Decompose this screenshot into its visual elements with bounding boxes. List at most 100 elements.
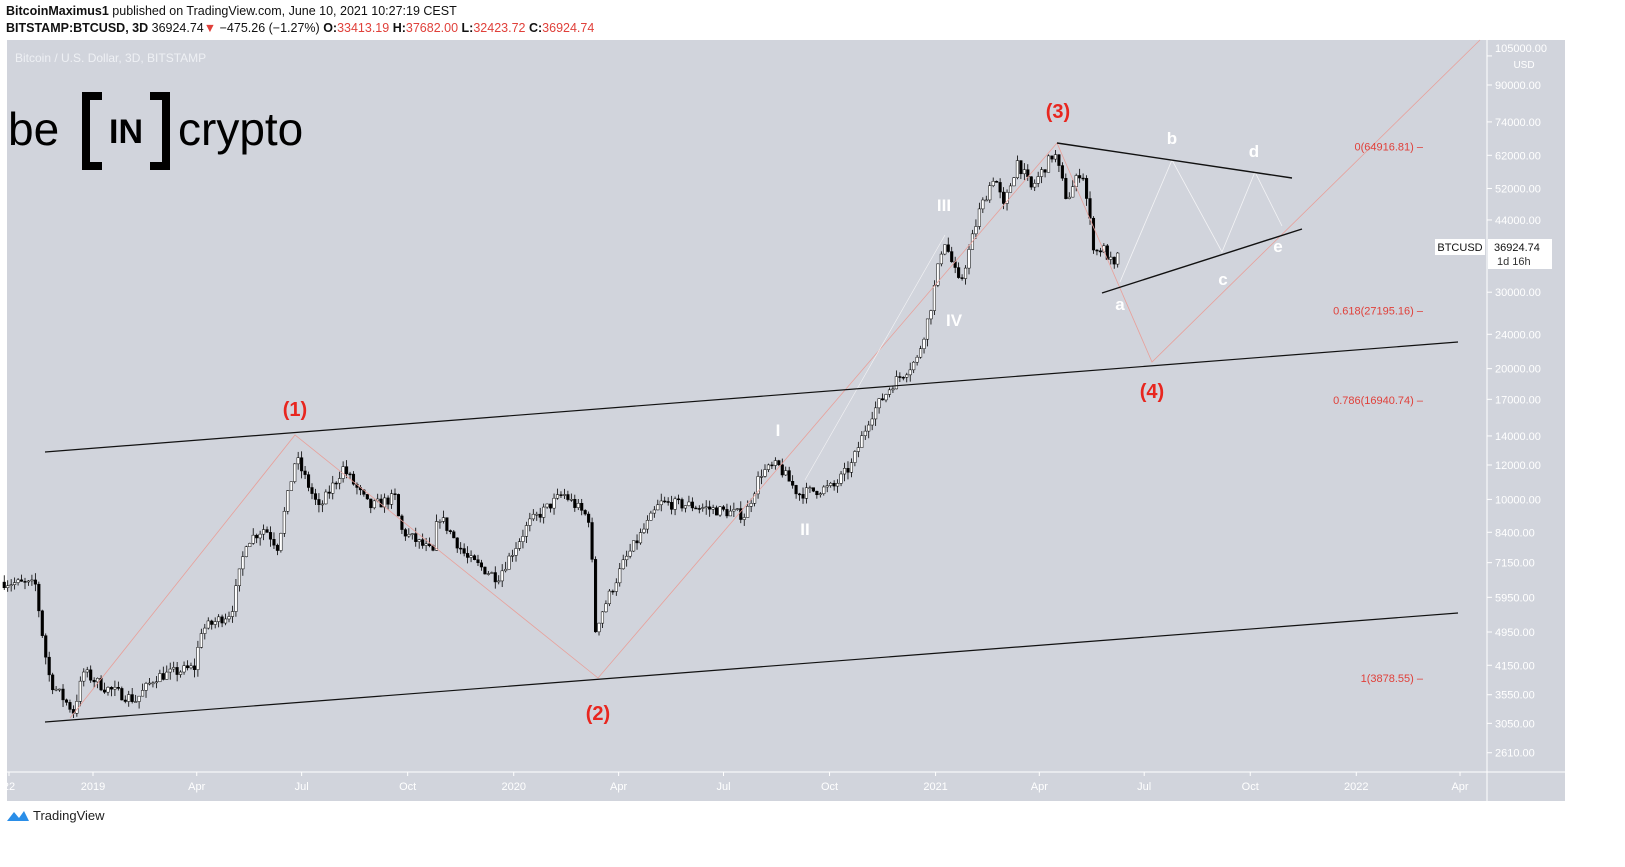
candle-up [279,533,283,551]
open-label: O: [323,21,338,35]
price-tick-label: 24000.00 [1495,329,1541,341]
candle-up [936,263,940,286]
candle-up [158,673,162,683]
candle-up [151,682,155,685]
candle-up [511,555,515,557]
candle-up [555,494,560,499]
triangle-wave-label: d [1249,142,1259,161]
countdown-tag: 1d 16h [1497,256,1531,268]
candle-up [842,468,847,475]
candle-down [175,667,179,675]
candle-down [210,620,214,625]
candle-down [327,491,331,494]
candle-up [1046,155,1051,173]
symbol-tag: BTCUSD [1437,242,1482,254]
candle-down [393,493,397,495]
fib-level-label: 0.618(27195.16) – [1333,306,1424,318]
candle-up [829,482,833,486]
minor-wave-label: III [937,196,951,215]
symbol-info: BITSTAMP:BTCUSD, 3D 36924.74▼ −475.26 (−… [6,21,594,35]
candle-down [255,534,259,539]
candle-up [147,682,152,685]
triangle-wave-label: b [1167,129,1177,148]
tradingview-footer[interactable]: TradingView [6,808,105,823]
price-tick-label: 74000.00 [1495,117,1541,129]
candle-down [400,515,404,530]
candle-down [995,180,999,183]
candle-up [82,671,86,682]
candle-up [874,407,878,420]
candle-down [472,555,477,560]
high-value: 37682.00 [405,21,459,35]
wave-count-path [69,39,1481,719]
price-tick-label: 105000.00 [1495,43,1547,55]
fib-levels: 0(64916.81) – 0.618(27195.16) – 0.786(1694… [1333,142,1424,685]
candle-down [317,499,321,505]
candle-down [47,656,51,676]
candle-down [220,616,224,624]
candle-up [490,572,494,574]
candle-up [521,536,525,542]
author-name[interactable]: BitcoinMaximus1 [6,4,109,18]
candle-up [542,506,546,518]
candle-up [137,695,141,702]
drawings [44,39,1481,723]
candle-down [957,267,961,278]
candle-down [414,533,418,542]
candle-up [289,481,293,491]
candle-up [331,482,335,494]
triangle-upper-line[interactable] [1056,142,1293,179]
candle-up [338,478,342,484]
minor-wave-label: II [800,520,809,539]
price-tag: 36924.74 [1494,242,1540,254]
candle-up [1005,191,1009,204]
price-tick-label: 10000.00 [1495,494,1541,506]
close-label: C: [528,21,543,35]
candle-up [922,338,926,349]
candle-up [217,616,221,622]
triangle-projection-path [1119,159,1283,283]
candle-up [753,493,757,504]
logo-text-be: be [8,103,59,155]
candles [2,150,1120,718]
channel-upper-line[interactable] [44,341,1459,453]
candle-up [234,585,238,612]
candle-down [428,543,432,547]
candle-up [30,579,34,582]
symbol-tag-bg [1435,239,1485,255]
candle-up [967,249,971,269]
channel-lower-line[interactable] [44,612,1459,723]
candle-up [438,521,442,523]
candle-up [213,621,217,625]
price-axis[interactable]: 105000.00 90000.00 74000.00 62000.00 52000.0… [1487,43,1547,760]
candle-up [784,470,788,476]
candle-up [711,507,715,510]
candle-up [9,584,13,586]
candle-up [486,573,490,575]
candle-up [1012,177,1016,187]
candle-down [61,688,65,701]
low-label: L: [461,21,474,35]
triangle-lower-line[interactable] [1101,228,1303,294]
candle-up [735,508,739,510]
candle-up [597,622,601,633]
candle-up [908,369,912,376]
candle-up [977,208,981,227]
candle-down [587,513,591,523]
candle-up [600,611,605,624]
candle-up [196,647,200,670]
candle-down [593,559,598,633]
time-axis[interactable]: 22 2019 Apr Jul Oct 2020 Apr Jul Oct 2021 Apr Jul Oc… [3,772,1469,793]
price-tick-label: 4950.00 [1495,627,1535,639]
candle-down [161,673,165,680]
minor-wave-label: I [776,421,781,440]
candle-down [1081,177,1085,180]
candle-down [33,579,37,585]
candle-down [459,547,463,550]
candle-down [493,572,497,583]
candle-down [192,665,196,670]
candle-up [856,447,860,452]
candle-down [881,398,885,401]
